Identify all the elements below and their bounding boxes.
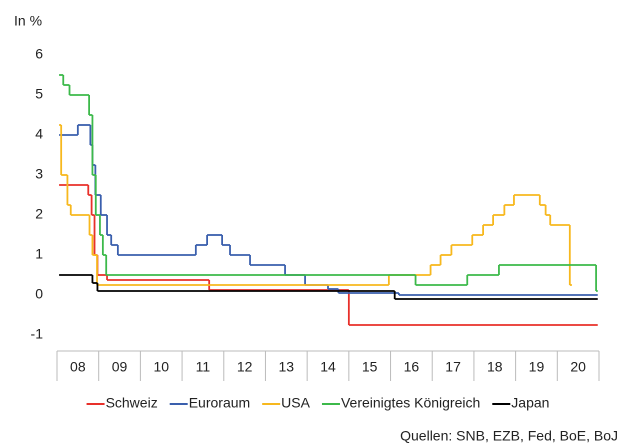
x-tick-label: 09: [112, 359, 128, 375]
y-tick-label: 4: [35, 126, 43, 142]
legend-item: Japan: [492, 395, 549, 411]
series-line: [59, 124, 598, 296]
x-tick-label: 17: [445, 359, 461, 375]
legend-label: Schweiz: [106, 395, 158, 411]
y-tick-label: 3: [35, 166, 43, 182]
x-tick-label: 19: [529, 359, 545, 375]
x-tick-label: 13: [279, 359, 295, 375]
legend-label: Japan: [511, 395, 549, 411]
x-tick-label: 12: [237, 359, 253, 375]
y-tick-label: 1: [35, 246, 43, 262]
legend-item: Vereinigtes Königreich: [321, 395, 480, 411]
y-axis-label: In %: [14, 13, 42, 29]
x-tick-label: 18: [487, 359, 503, 375]
source-note: Quellen: SNB, EZB, Fed, BoE, BoJ: [400, 428, 618, 444]
y-tick-label: 2: [35, 206, 43, 222]
x-tick-label: 08: [70, 359, 86, 375]
x-tick-label: 14: [320, 359, 336, 375]
legend-item: Schweiz: [86, 395, 158, 411]
y-tick-label: 6: [35, 46, 43, 62]
x-tick-label: 20: [570, 359, 586, 375]
series-line: [59, 124, 572, 286]
y-tick-label: -1: [31, 326, 44, 342]
series-line: [59, 274, 598, 300]
x-tick-label: 15: [362, 359, 378, 375]
legend-label: USA: [281, 395, 310, 411]
legend-item: USA: [262, 395, 311, 411]
legend: Schweiz Euroraum USA Vereinigtes Königreich…: [86, 395, 549, 411]
x-tick-label: 11: [196, 359, 211, 375]
x-tick-label: 10: [153, 359, 169, 375]
y-tick-label: 5: [35, 86, 43, 102]
legend-label: Euroraum: [189, 395, 250, 411]
series-line: [59, 74, 598, 292]
x-tick-label: 16: [404, 359, 420, 375]
y-tick-label: 0: [35, 286, 43, 302]
legend-item: Euroraum: [169, 395, 250, 411]
legend-label: Vereinigtes Königreich: [341, 395, 480, 411]
